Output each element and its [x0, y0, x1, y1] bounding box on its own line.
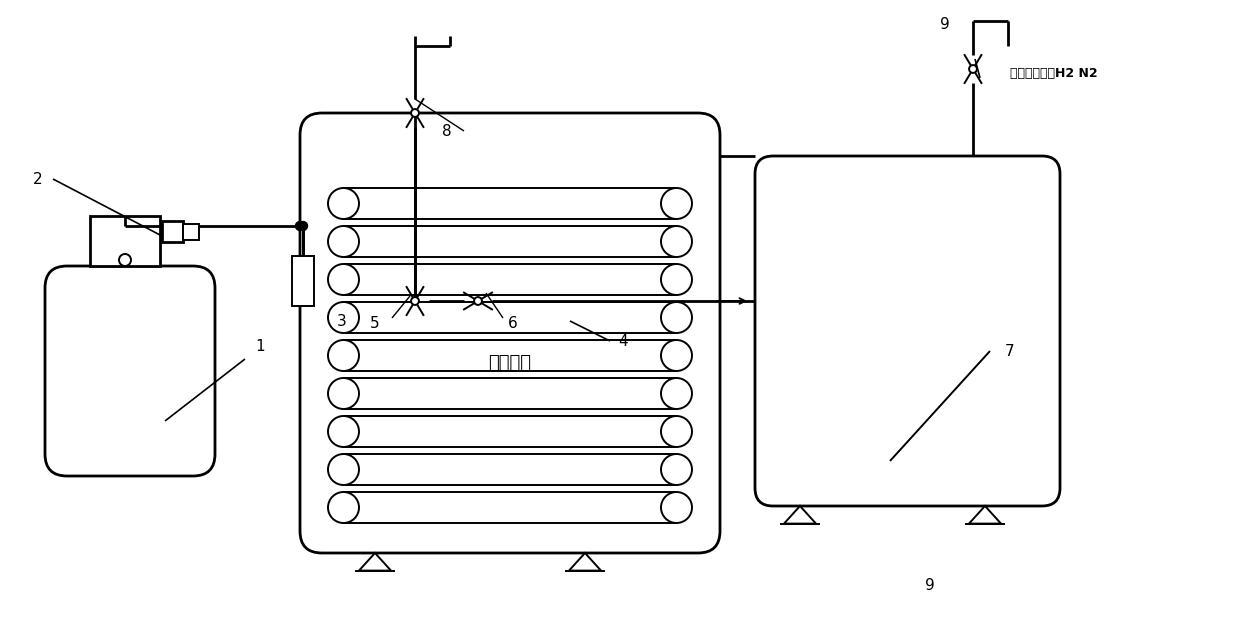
Bar: [184, 224, 198, 240]
Text: 4: 4: [618, 333, 627, 349]
Circle shape: [329, 454, 360, 485]
Text: 7: 7: [1006, 344, 1014, 358]
Text: 9: 9: [925, 578, 935, 594]
Polygon shape: [784, 506, 816, 524]
Polygon shape: [360, 553, 391, 570]
Circle shape: [299, 222, 308, 231]
Polygon shape: [569, 553, 601, 570]
Circle shape: [661, 454, 692, 485]
FancyBboxPatch shape: [300, 113, 720, 553]
Circle shape: [329, 416, 360, 447]
Circle shape: [329, 492, 360, 523]
Circle shape: [329, 378, 360, 409]
Polygon shape: [968, 506, 1001, 524]
Text: 5: 5: [371, 315, 379, 331]
Circle shape: [329, 226, 360, 257]
Circle shape: [295, 222, 305, 231]
Circle shape: [661, 378, 692, 409]
Circle shape: [661, 264, 692, 295]
Text: 3: 3: [337, 314, 347, 329]
Circle shape: [661, 492, 692, 523]
Circle shape: [329, 188, 360, 219]
Bar: [291, 256, 314, 306]
Text: 2: 2: [33, 172, 43, 187]
Circle shape: [329, 340, 360, 371]
FancyBboxPatch shape: [755, 156, 1060, 506]
FancyBboxPatch shape: [45, 266, 215, 476]
Text: 9: 9: [940, 17, 950, 31]
Bar: [91, 216, 160, 266]
Circle shape: [329, 264, 360, 295]
Bar: [162, 221, 184, 242]
Circle shape: [661, 416, 692, 447]
Text: 8: 8: [443, 124, 453, 138]
Text: 1: 1: [255, 339, 264, 354]
Circle shape: [661, 226, 692, 257]
Text: 优质工件: 优质工件: [489, 354, 532, 372]
Text: 6: 6: [508, 315, 518, 331]
Text: 氨气分解后的H2 N2: 氨气分解后的H2 N2: [1011, 67, 1097, 79]
Circle shape: [970, 65, 977, 73]
Circle shape: [661, 302, 692, 333]
Circle shape: [661, 188, 692, 219]
Circle shape: [412, 109, 419, 117]
Circle shape: [661, 340, 692, 371]
Circle shape: [474, 297, 482, 305]
Circle shape: [412, 297, 419, 305]
Circle shape: [119, 254, 131, 266]
Circle shape: [329, 302, 360, 333]
